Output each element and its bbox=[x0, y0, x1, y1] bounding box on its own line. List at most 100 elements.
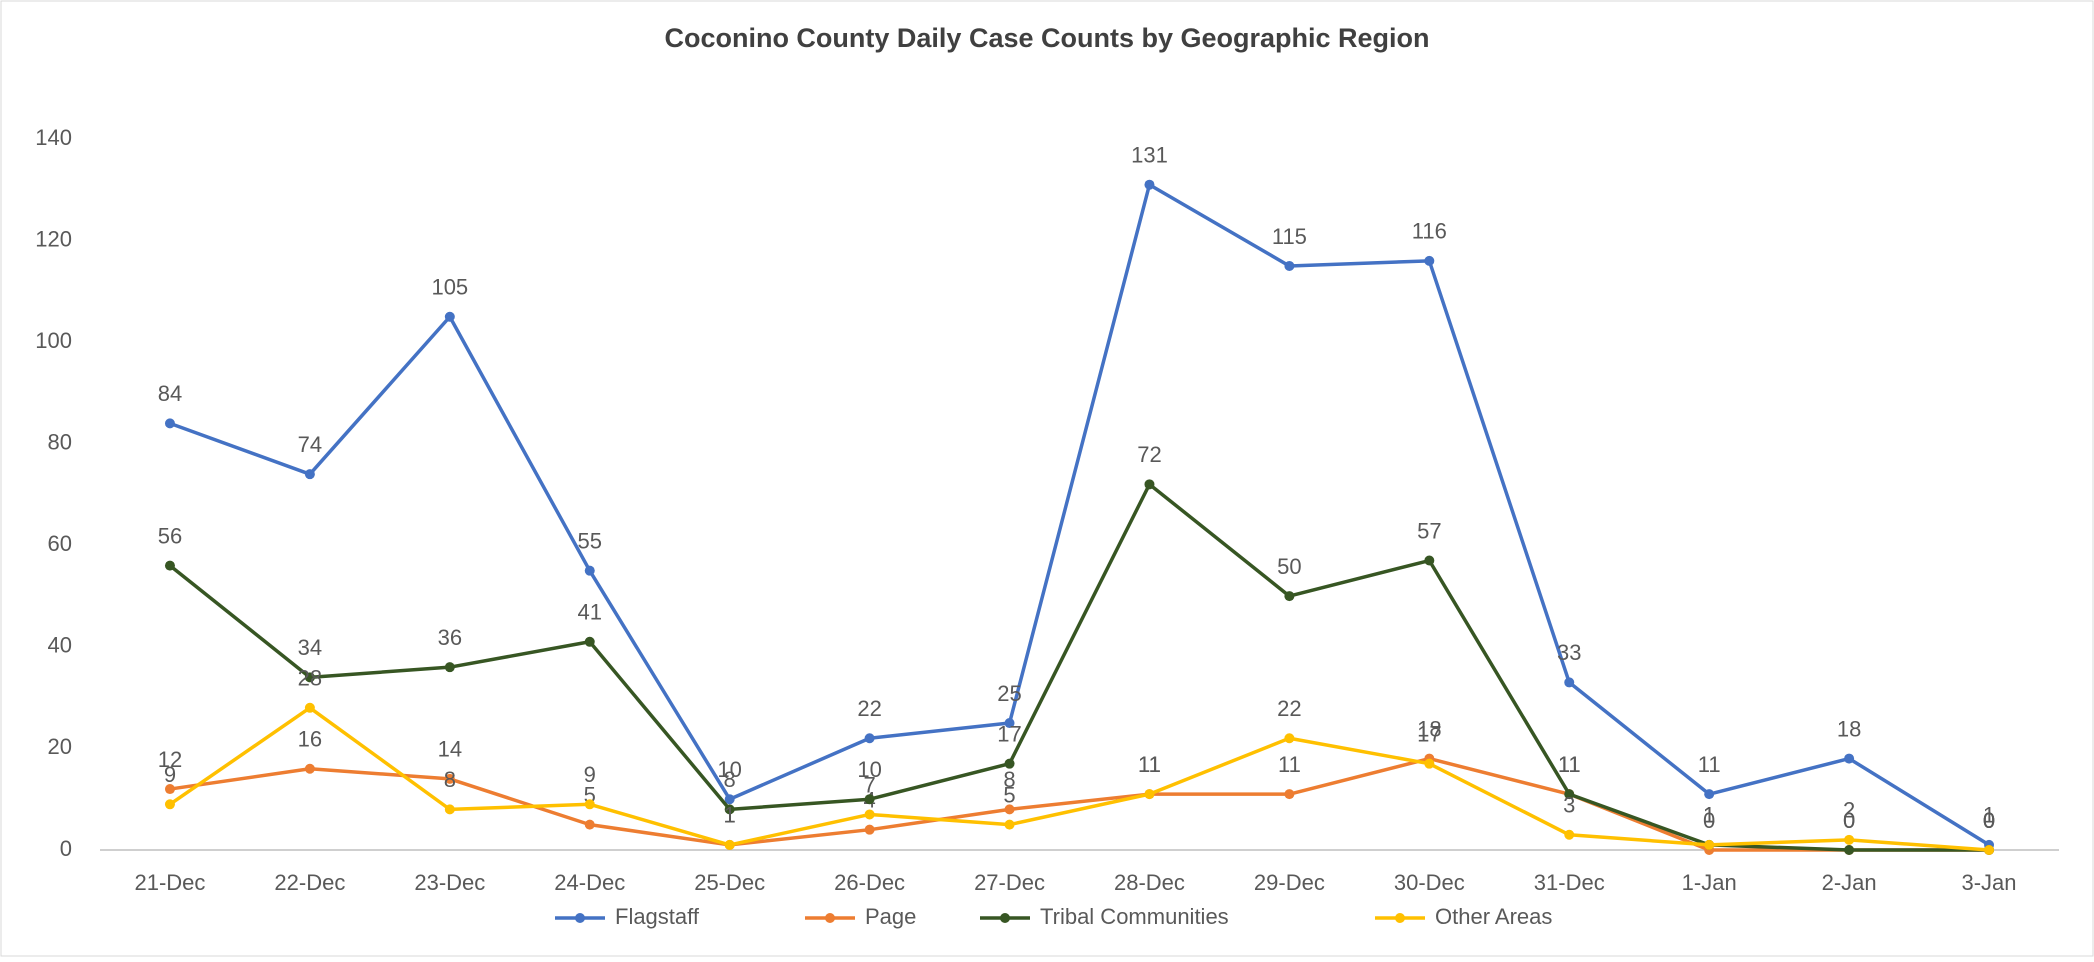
legend-marker bbox=[575, 913, 585, 923]
data-point bbox=[1424, 255, 1435, 266]
data-point bbox=[304, 763, 315, 774]
data-point bbox=[1144, 789, 1155, 800]
x-tick-label: 31-Dec bbox=[1534, 870, 1605, 895]
data-label: 16 bbox=[298, 727, 322, 752]
data-label: 131 bbox=[1131, 143, 1168, 168]
data-label: 17 bbox=[997, 721, 1021, 746]
data-label: 17 bbox=[1417, 721, 1441, 746]
data-label: 33 bbox=[1557, 640, 1581, 665]
x-tick-label: 24-Dec bbox=[554, 870, 625, 895]
data-point bbox=[1564, 677, 1575, 688]
x-tick-label: 2-Jan bbox=[1822, 870, 1877, 895]
x-tick-label: 1-Jan bbox=[1682, 870, 1737, 895]
series-line bbox=[169, 182, 1990, 847]
data-point bbox=[1424, 555, 1435, 566]
data-point bbox=[1704, 789, 1715, 800]
data-label: 0 bbox=[1983, 808, 1995, 833]
data-label: 55 bbox=[578, 528, 602, 553]
data-label: 72 bbox=[1137, 442, 1161, 467]
data-point bbox=[164, 784, 175, 795]
data-label: 105 bbox=[431, 275, 468, 300]
y-tick-label: 20 bbox=[48, 734, 72, 759]
data-point bbox=[1004, 758, 1015, 769]
data-label: 1 bbox=[724, 803, 736, 828]
data-point bbox=[1984, 845, 1995, 855]
data-point bbox=[864, 733, 875, 744]
data-label: 9 bbox=[164, 762, 176, 787]
legend-marker bbox=[1395, 913, 1405, 923]
data-point bbox=[1844, 834, 1855, 845]
data-point bbox=[444, 804, 455, 815]
x-tick-label: 26-Dec bbox=[834, 870, 905, 895]
y-tick-label: 120 bbox=[35, 226, 72, 251]
legend-marker bbox=[825, 913, 835, 923]
data-label: 11 bbox=[1698, 752, 1721, 777]
x-tick-label: 27-Dec bbox=[974, 870, 1045, 895]
data-label: 0 bbox=[1843, 808, 1855, 833]
legend-label: Other Areas bbox=[1435, 904, 1552, 929]
data-point bbox=[864, 794, 875, 805]
data-label: 12 bbox=[158, 747, 182, 772]
data-point bbox=[1704, 839, 1715, 850]
legend-marker bbox=[1000, 913, 1010, 923]
data-label: 116 bbox=[1412, 219, 1447, 244]
y-tick-label: 140 bbox=[35, 125, 72, 150]
data-label: 1 bbox=[1703, 803, 1715, 828]
data-label: 10 bbox=[717, 757, 741, 782]
data-label: 0 bbox=[1983, 808, 1995, 833]
data-label: 18 bbox=[1417, 716, 1441, 741]
data-point bbox=[1844, 753, 1855, 764]
data-point bbox=[164, 418, 175, 429]
y-tick-label: 0 bbox=[60, 836, 72, 861]
data-point bbox=[584, 636, 595, 647]
data-point bbox=[1284, 733, 1295, 744]
data-label: 34 bbox=[298, 635, 322, 660]
data-label: 22 bbox=[1277, 696, 1301, 721]
data-point bbox=[1144, 479, 1155, 490]
data-label: 22 bbox=[857, 696, 881, 721]
legend-label: Tribal Communities bbox=[1040, 904, 1229, 929]
chart-title: Coconino County Daily Case Counts by Geo… bbox=[664, 23, 1429, 53]
y-tick-label: 40 bbox=[48, 633, 72, 658]
data-point bbox=[444, 311, 455, 322]
data-label: 2 bbox=[1843, 798, 1855, 823]
data-label: 0 bbox=[1843, 808, 1855, 833]
x-tick-label: 3-Jan bbox=[1962, 870, 2017, 895]
data-label: 50 bbox=[1277, 554, 1301, 579]
data-point bbox=[1004, 819, 1015, 830]
x-tick-label: 25-Dec bbox=[694, 870, 765, 895]
data-label: 11 bbox=[1138, 752, 1161, 777]
data-point bbox=[1284, 260, 1295, 271]
data-label: 7 bbox=[863, 772, 875, 797]
data-point bbox=[1284, 789, 1295, 800]
series-line bbox=[168, 706, 1990, 852]
data-point bbox=[164, 560, 175, 571]
x-tick-label: 22-Dec bbox=[274, 870, 345, 895]
data-label: 5 bbox=[1003, 782, 1015, 807]
data-label: 11 bbox=[1558, 752, 1581, 777]
data-point bbox=[304, 469, 315, 480]
legend-label: Page bbox=[865, 904, 916, 929]
data-point bbox=[1564, 829, 1575, 840]
data-point bbox=[1284, 591, 1295, 602]
data-point bbox=[444, 773, 455, 784]
data-point bbox=[864, 809, 875, 820]
y-tick-label: 60 bbox=[48, 531, 72, 556]
data-label: 28 bbox=[298, 666, 322, 691]
data-point bbox=[1004, 718, 1015, 729]
data-label: 56 bbox=[158, 523, 182, 548]
data-point bbox=[164, 799, 175, 810]
data-point bbox=[584, 799, 595, 810]
data-label: 84 bbox=[158, 381, 182, 406]
data-label: 0 bbox=[1983, 808, 1995, 833]
data-label: 1 bbox=[1983, 803, 1995, 828]
data-point bbox=[444, 662, 455, 673]
data-point bbox=[864, 824, 875, 835]
data-label: 9 bbox=[584, 762, 596, 787]
series-line bbox=[168, 482, 1990, 852]
data-label: 10 bbox=[857, 757, 881, 782]
x-tick-label: 23-Dec bbox=[414, 870, 485, 895]
data-label: 57 bbox=[1417, 518, 1441, 543]
data-label: 11 bbox=[1558, 752, 1581, 777]
